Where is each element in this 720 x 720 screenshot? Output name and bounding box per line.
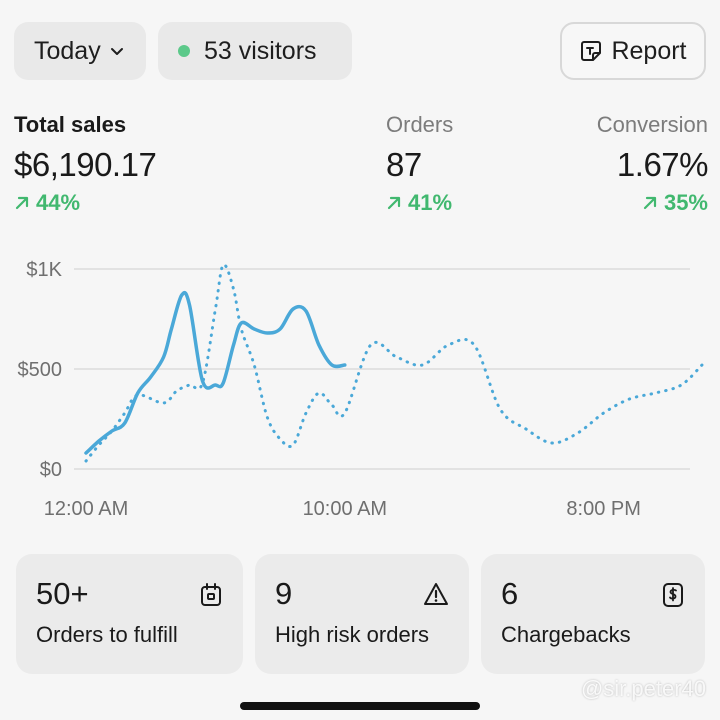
arrow-up-right-icon: [642, 195, 658, 211]
report-label: Report: [611, 36, 687, 65]
report-button[interactable]: Report: [560, 22, 706, 80]
current-series-line: [84, 290, 347, 455]
orders-to-fulfill-card[interactable]: 50+ Orders to fulfill: [16, 554, 243, 674]
chargebacks-card[interactable]: 6 Chargebacks: [481, 554, 705, 674]
conversion-change: 35%: [597, 190, 708, 216]
high-risk-orders-card[interactable]: 9 High risk orders: [255, 554, 469, 674]
orders-metric[interactable]: Orders 87 41%: [386, 112, 453, 216]
conversion-label: Conversion: [596, 112, 708, 137]
conversion-value: 1.67%: [616, 146, 709, 183]
live-dot-icon: [178, 45, 190, 57]
x-tick-label: 10:00 AM: [303, 498, 388, 520]
y-tick-label: $500: [18, 359, 63, 381]
date-filter-dropdown[interactable]: Today: [14, 22, 146, 80]
dollar-receipt-icon: [661, 582, 685, 608]
orders-value: 87: [386, 146, 422, 183]
high-risk-orders-value: 9: [275, 576, 293, 611]
x-tick-label: 8:00 PM: [566, 498, 640, 520]
comparison-series-line: [84, 263, 704, 463]
conversion-change-value: 35%: [663, 190, 708, 215]
orders-to-fulfill-value: 50+: [36, 576, 89, 611]
orders-change: 41%: [386, 190, 453, 216]
chevron-down-icon: [109, 43, 125, 59]
arrow-up-right-icon: [386, 195, 402, 211]
high-risk-orders-label: High risk orders: [275, 622, 430, 647]
visitors-count: 53 visitors: [204, 36, 317, 65]
conversion-metric[interactable]: Conversion 1.67% 35%: [596, 112, 709, 216]
live-visitors-pill[interactable]: 53 visitors: [158, 22, 352, 80]
total-sales-label: Total sales: [14, 112, 127, 137]
total-sales-metric[interactable]: Total sales $6,190.17 44%: [14, 112, 157, 216]
orders-change-value: 41%: [408, 190, 453, 215]
home-indicator[interactable]: [240, 702, 480, 710]
chargebacks-label: Chargebacks: [501, 622, 631, 647]
y-tick-label: $0: [40, 459, 62, 481]
x-tick-label: 12:00 AM: [44, 498, 129, 520]
chargebacks-value: 6: [501, 576, 519, 611]
total-sales-value: $6,190.17: [14, 146, 157, 183]
total-sales-change: 44%: [14, 190, 156, 216]
orders-to-fulfill-label: Orders to fulfill: [36, 622, 178, 647]
total-sales-change-value: 44%: [36, 190, 81, 215]
arrow-up-right-icon: [14, 195, 30, 211]
sales-line-chart[interactable]: $0 $500 $1K 12:00 AM 10:00 AM 8:00 PM: [0, 250, 720, 530]
watermark-text: @sir.peter40: [580, 676, 706, 701]
y-tick-label: $1K: [26, 259, 62, 281]
package-icon: [199, 582, 223, 608]
report-icon: [579, 39, 603, 63]
date-filter-label: Today: [34, 36, 101, 65]
orders-label: Orders: [386, 112, 454, 137]
watermark: @sir.peter40: [581, 676, 706, 702]
warning-icon: [423, 582, 449, 606]
